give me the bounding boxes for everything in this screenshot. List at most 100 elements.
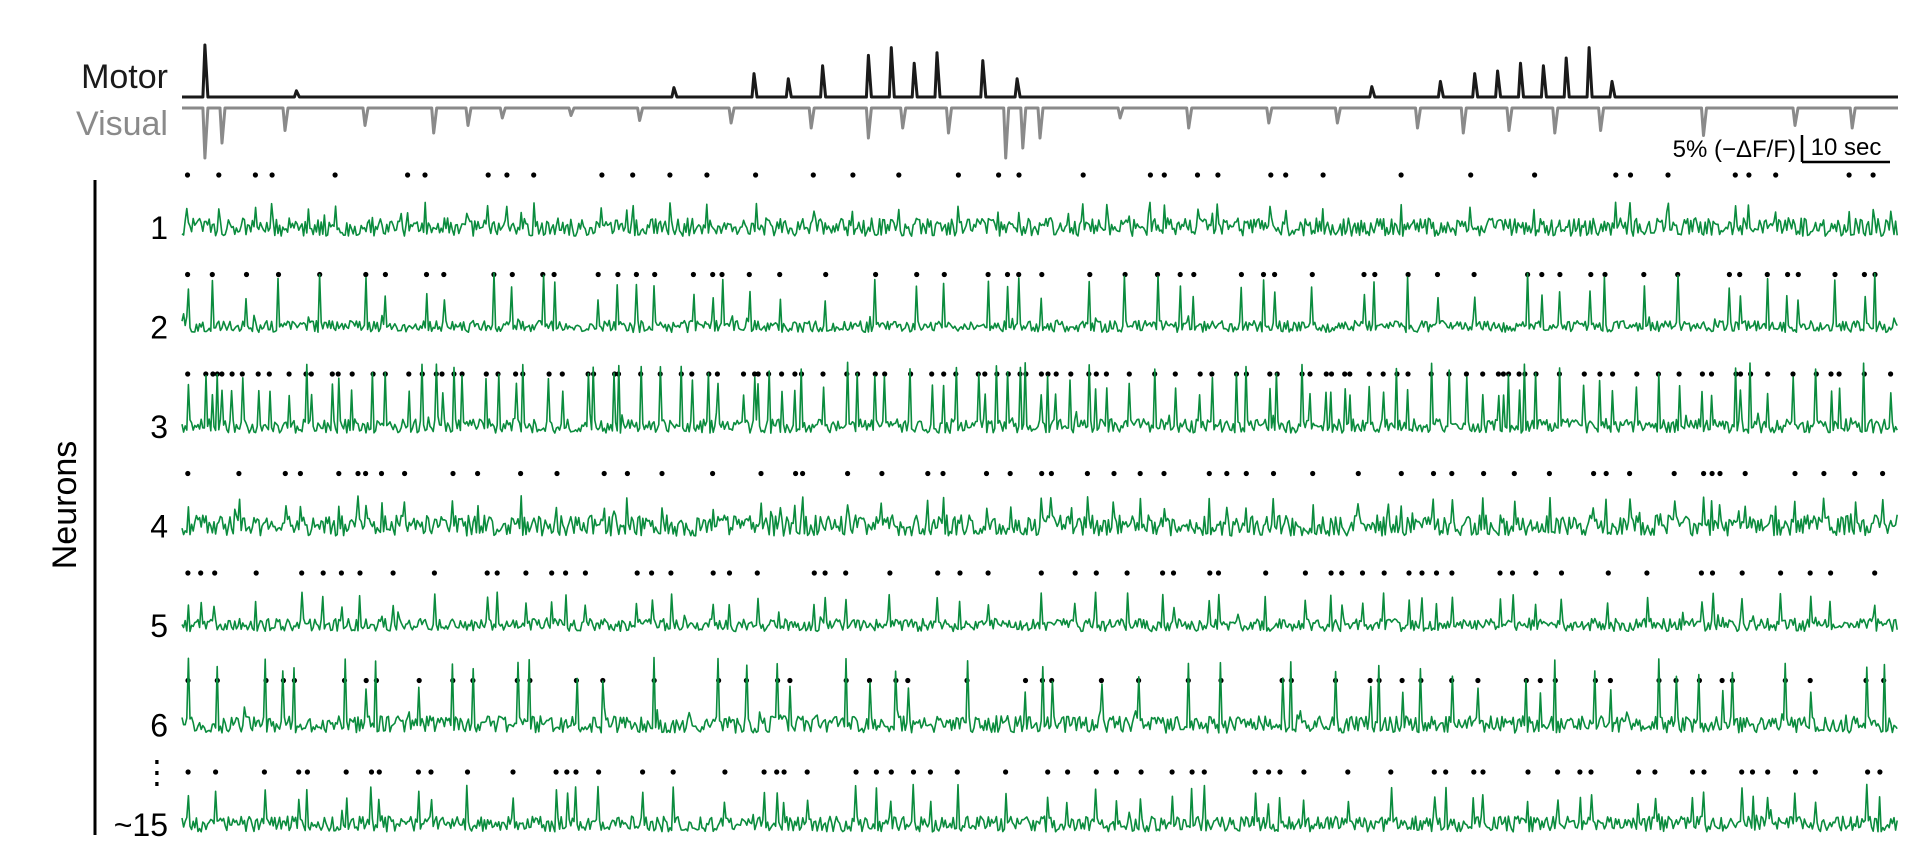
event-dot — [1795, 271, 1801, 278]
event-dot — [804, 769, 810, 775]
event-dot — [957, 570, 963, 576]
event-dot — [652, 271, 658, 278]
event-dot — [888, 769, 894, 775]
event-dot — [335, 371, 341, 377]
event-dot — [378, 470, 385, 477]
event-dot — [1689, 769, 1696, 775]
event-dot — [1320, 172, 1326, 178]
event-dot — [266, 371, 272, 377]
event-dot — [793, 470, 799, 477]
event-dot — [1307, 371, 1313, 377]
event-dot — [1500, 371, 1506, 377]
event-dot — [1068, 371, 1074, 377]
event-dot — [1602, 271, 1608, 278]
event-dot — [1206, 470, 1212, 477]
event-dot — [1555, 769, 1561, 775]
event-dot — [546, 371, 552, 377]
event-dot — [1699, 371, 1705, 377]
event-dot — [1045, 371, 1051, 377]
event-dot — [668, 570, 674, 576]
event-dot — [634, 570, 640, 576]
event-dot — [910, 769, 917, 775]
neuron-row-4: 4 — [150, 470, 1898, 545]
event-dot — [1405, 371, 1411, 377]
event-dot — [185, 570, 191, 576]
event-dot — [1588, 769, 1594, 775]
event-dot — [1449, 470, 1455, 477]
event-dot — [1093, 371, 1099, 377]
event-dot — [667, 172, 673, 178]
event-dot — [615, 271, 621, 278]
event-dot — [1419, 570, 1425, 576]
event-dot — [1398, 172, 1404, 178]
neuron-trace — [181, 783, 1898, 833]
event-dot — [1443, 769, 1449, 775]
event-dot — [1301, 769, 1307, 775]
event-dot — [982, 371, 988, 377]
event-dot — [1746, 172, 1752, 178]
event-dot — [382, 271, 388, 278]
event-dot — [704, 172, 710, 178]
event-dot — [509, 271, 515, 278]
event-dot — [459, 371, 465, 377]
event-dot — [1605, 570, 1611, 576]
event-dot — [941, 371, 947, 377]
neuron-label: ~15 — [114, 807, 168, 843]
event-dot — [1790, 371, 1796, 377]
event-dot — [376, 769, 382, 775]
event-dot — [1080, 172, 1086, 178]
event-dot — [1558, 570, 1565, 576]
event-dot — [1147, 172, 1153, 178]
event-dot — [1309, 271, 1315, 278]
event-dot — [355, 470, 361, 477]
event-dot — [1861, 271, 1867, 278]
event-dot — [1511, 470, 1517, 477]
event-dot — [1138, 769, 1144, 775]
event-dot — [1880, 470, 1886, 477]
event-dot — [1038, 371, 1044, 377]
event-dot — [1627, 470, 1633, 477]
event-dot — [1406, 570, 1412, 576]
event-dot — [213, 769, 219, 775]
event-dot — [1471, 271, 1477, 278]
event-dot — [1260, 271, 1267, 278]
neuron-axis: Neurons ⋮ — [46, 180, 173, 835]
event-dot — [752, 371, 758, 377]
event-dot — [879, 470, 885, 477]
event-dot — [338, 570, 344, 576]
event-dot — [873, 271, 879, 278]
event-dot — [1038, 570, 1044, 576]
event-dot — [1480, 371, 1486, 377]
event-dot — [1888, 371, 1894, 377]
event-dot — [843, 570, 849, 576]
event-dot — [1471, 769, 1477, 775]
event-dot — [850, 172, 856, 178]
event-dot — [1433, 570, 1440, 576]
event-dot — [633, 271, 640, 278]
event-dot — [363, 470, 369, 477]
event-dot — [1852, 470, 1858, 477]
event-dot — [1588, 271, 1594, 278]
event-dot — [941, 271, 947, 278]
event-dot — [1347, 371, 1353, 377]
event-dot — [1355, 470, 1361, 477]
event-dot — [1539, 271, 1545, 278]
event-dot — [185, 271, 191, 278]
neuron-label: 3 — [150, 409, 168, 445]
event-dot — [1676, 371, 1682, 377]
neuron-row-2: 2 — [150, 271, 1898, 346]
event-dot — [1310, 470, 1316, 477]
event-dot — [1084, 470, 1090, 477]
event-dot — [573, 769, 579, 775]
event-dot — [210, 371, 216, 377]
event-dot — [416, 677, 422, 684]
event-dot — [1792, 769, 1799, 775]
event-dot — [320, 570, 326, 576]
event-dot — [1169, 769, 1175, 775]
event-dot — [1172, 371, 1178, 377]
event-dot — [1749, 769, 1756, 775]
event-dot — [243, 271, 250, 278]
event-dot — [1111, 470, 1117, 477]
event-dot — [368, 769, 375, 775]
event-dot — [1717, 470, 1723, 477]
